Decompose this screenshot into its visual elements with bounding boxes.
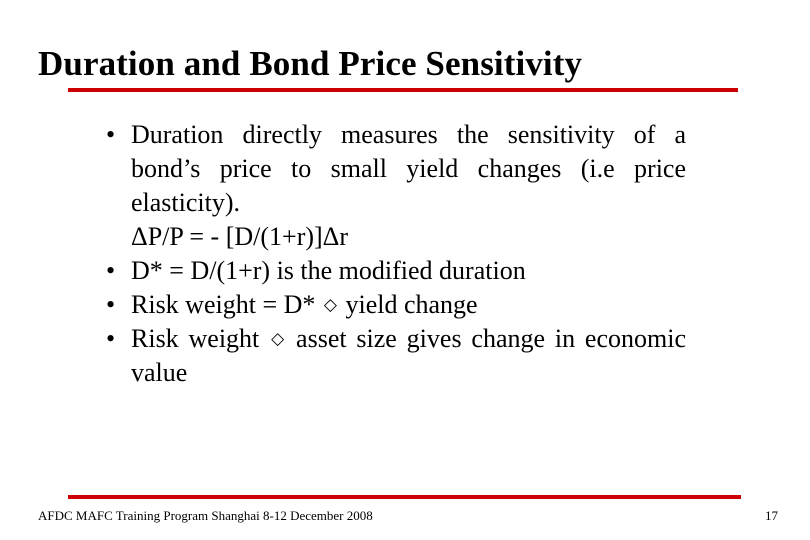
title-divider <box>68 88 738 92</box>
formula-text: ΔP/P = - [D/(1+r)]Δr <box>131 222 349 251</box>
bullet-marker: • <box>106 256 116 285</box>
bullet-marker: • <box>106 324 116 353</box>
bullet-text-end: yield change <box>338 290 478 319</box>
footer-text: AFDC MAFC Training Program Shanghai 8-12… <box>38 508 373 523</box>
bullet-text: Duration directly measures the sensitivi… <box>131 120 686 217</box>
bullet-text-start: Risk weight <box>131 324 270 353</box>
bullet-marker: • <box>106 290 116 319</box>
bullet-text-end: asset size gives change in economic valu… <box>131 324 686 387</box>
bullet-item-economic-value: • Risk weight ◇ asset size gives change … <box>106 322 686 390</box>
diamond-icon: ◇ <box>323 295 337 314</box>
bullet-item-duration-definition: • Duration directly measures the sensiti… <box>106 118 686 220</box>
price-change-formula: ΔP/P = - [D/(1+r)]Δr <box>106 220 686 254</box>
footer-divider <box>68 495 741 499</box>
bullet-list: • Duration directly measures the sensiti… <box>106 118 686 390</box>
diamond-icon: ◇ <box>271 329 285 348</box>
bullet-item-risk-weight: • Risk weight = D* ◇ yield change <box>106 288 686 322</box>
slide-title: Duration and Bond Price Sensitivity <box>38 44 583 83</box>
bullet-marker: • <box>106 120 116 149</box>
bullet-item-modified-duration: • D* = D/(1+r) is the modified duration <box>106 254 686 288</box>
bullet-text: D* = D/(1+r) is the modified duration <box>131 256 526 285</box>
bullet-text-start: Risk weight = D* <box>131 290 322 319</box>
slide-number: 17 <box>765 508 778 523</box>
